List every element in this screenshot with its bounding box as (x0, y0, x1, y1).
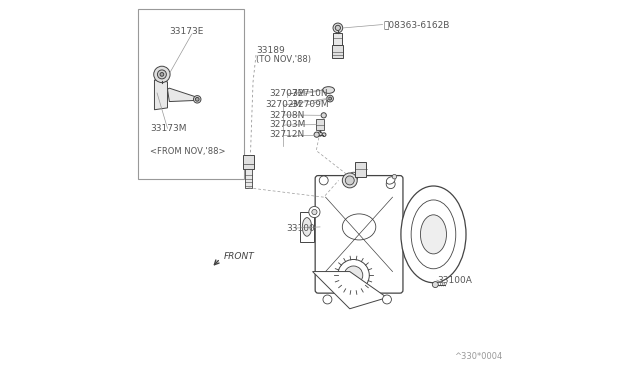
Circle shape (346, 176, 354, 185)
Text: -32709M: -32709M (289, 100, 329, 109)
Ellipse shape (411, 200, 456, 269)
Text: ^330*0004: ^330*0004 (454, 352, 502, 361)
Text: -32710N: -32710N (289, 89, 328, 98)
Text: <FROM NOV,'88>: <FROM NOV,'88> (150, 147, 225, 156)
Polygon shape (154, 80, 168, 110)
Circle shape (318, 132, 322, 136)
Bar (316, 119, 324, 130)
Text: (TO NOV,'88): (TO NOV,'88) (256, 55, 311, 64)
Circle shape (349, 172, 358, 181)
Circle shape (160, 73, 164, 76)
Circle shape (342, 173, 357, 188)
Bar (355, 162, 367, 177)
Circle shape (312, 209, 317, 215)
Ellipse shape (344, 266, 363, 285)
Circle shape (392, 174, 397, 179)
Ellipse shape (401, 186, 466, 283)
Bar (243, 155, 254, 169)
Text: 32708N: 32708N (269, 111, 305, 120)
Circle shape (333, 23, 342, 33)
Circle shape (323, 295, 332, 304)
Circle shape (433, 282, 438, 288)
Text: 32703M: 32703M (269, 121, 305, 129)
Text: 32707M: 32707M (269, 89, 305, 98)
Text: 33100: 33100 (287, 224, 316, 233)
Circle shape (386, 180, 395, 189)
Text: 33173E: 33173E (170, 27, 204, 36)
Circle shape (322, 133, 326, 137)
Bar (333, 33, 342, 45)
Bar (332, 45, 344, 58)
Text: 32712N: 32712N (269, 130, 304, 139)
Polygon shape (312, 272, 387, 309)
FancyBboxPatch shape (315, 176, 403, 293)
Polygon shape (168, 88, 197, 102)
Circle shape (314, 132, 319, 137)
Text: 33189: 33189 (256, 46, 285, 55)
Circle shape (309, 206, 320, 218)
Bar (300, 212, 314, 242)
Circle shape (154, 66, 170, 83)
Circle shape (321, 113, 326, 118)
Ellipse shape (342, 214, 376, 240)
Text: 33100A: 33100A (437, 276, 472, 285)
Ellipse shape (338, 260, 369, 291)
Circle shape (157, 70, 166, 79)
Circle shape (193, 96, 201, 103)
Ellipse shape (302, 218, 312, 236)
Bar (245, 169, 252, 188)
Text: Ⓝ08363-6162B: Ⓝ08363-6162B (383, 20, 450, 29)
Ellipse shape (387, 177, 395, 184)
Text: 33173M: 33173M (150, 124, 186, 133)
Ellipse shape (323, 87, 335, 93)
Text: FRONT: FRONT (223, 252, 254, 261)
Circle shape (383, 295, 392, 304)
Text: 32702M: 32702M (266, 100, 301, 109)
Circle shape (326, 95, 333, 102)
Circle shape (319, 176, 328, 185)
Ellipse shape (420, 215, 447, 254)
Circle shape (335, 25, 340, 31)
Circle shape (328, 97, 332, 100)
Circle shape (195, 97, 199, 101)
Bar (138, 9, 244, 179)
